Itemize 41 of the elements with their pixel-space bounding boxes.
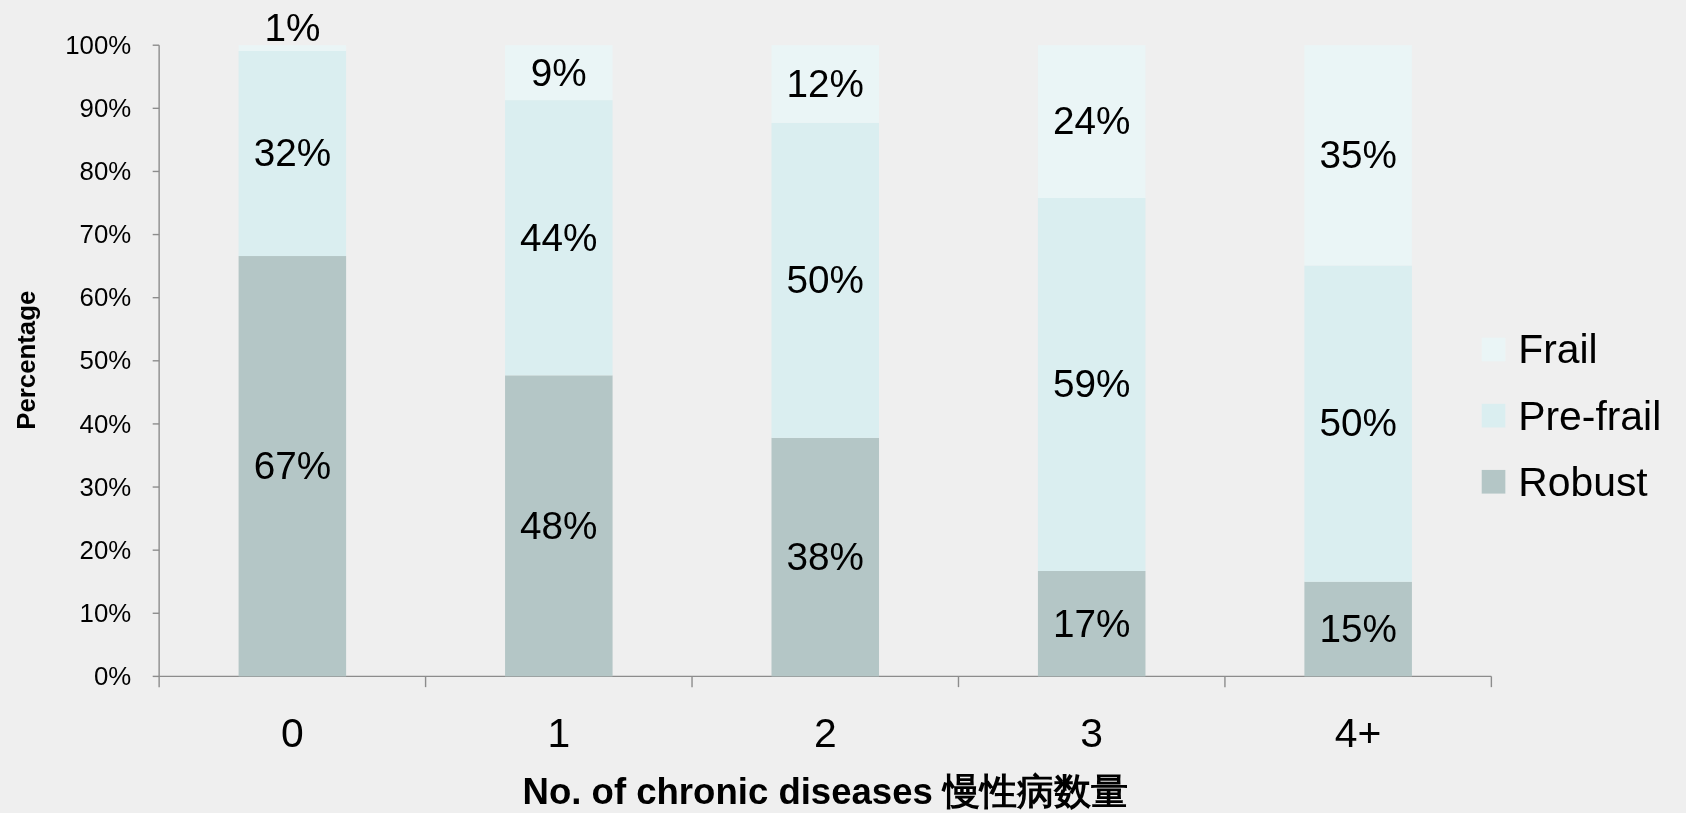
data-label: 17% [1052,601,1131,645]
bar [1037,570,1146,677]
data-label: 35% [1319,133,1397,177]
y-tick-label: 100% [65,30,132,59]
data-label: 32% [253,131,332,175]
data-label: 59% [1052,362,1131,406]
y-tick-label: 40% [79,409,132,438]
data-label: 67% [253,444,332,488]
data-label: 48% [520,503,598,547]
x-tick-label: 0 [281,710,304,757]
x-axis-title: No. of chronic diseases 慢性病数量 [522,771,1128,813]
legend-label: Robust [1518,458,1649,505]
data-label: 38% [786,535,864,578]
data-label: 50% [1319,401,1397,445]
bar [505,375,613,677]
x-tick-label: 4+ [1334,710,1382,757]
bar [771,437,880,677]
data-label: 50% [786,258,864,302]
data-label: 12% [786,61,864,105]
y-tick-label: 50% [79,346,132,375]
legend-label: Frail [1518,326,1598,373]
y-tick-label: 70% [79,220,132,249]
data-label: 1% [264,5,321,49]
x-tick-label: 2 [813,710,837,757]
y-tick-label: 20% [79,535,132,564]
y-tick-label: 30% [79,472,132,501]
y-tick-label: 60% [79,283,132,312]
y-tick-label: 80% [79,157,132,186]
data-label: 15% [1319,606,1397,650]
data-label: 9% [530,50,587,94]
data-label: 44% [520,215,598,259]
y-tick-label: 90% [79,93,132,122]
y-tick-label: 0% [93,661,132,690]
x-tick-label: 3 [1080,710,1104,757]
legend-label: Pre-frail [1518,392,1662,439]
x-tick-label: 1 [547,710,571,757]
bar [1304,581,1412,677]
bar [238,256,347,677]
data-label: 24% [1052,99,1131,143]
y-axis-title: Percentage [12,290,41,430]
y-tick-label: 10% [79,598,132,627]
